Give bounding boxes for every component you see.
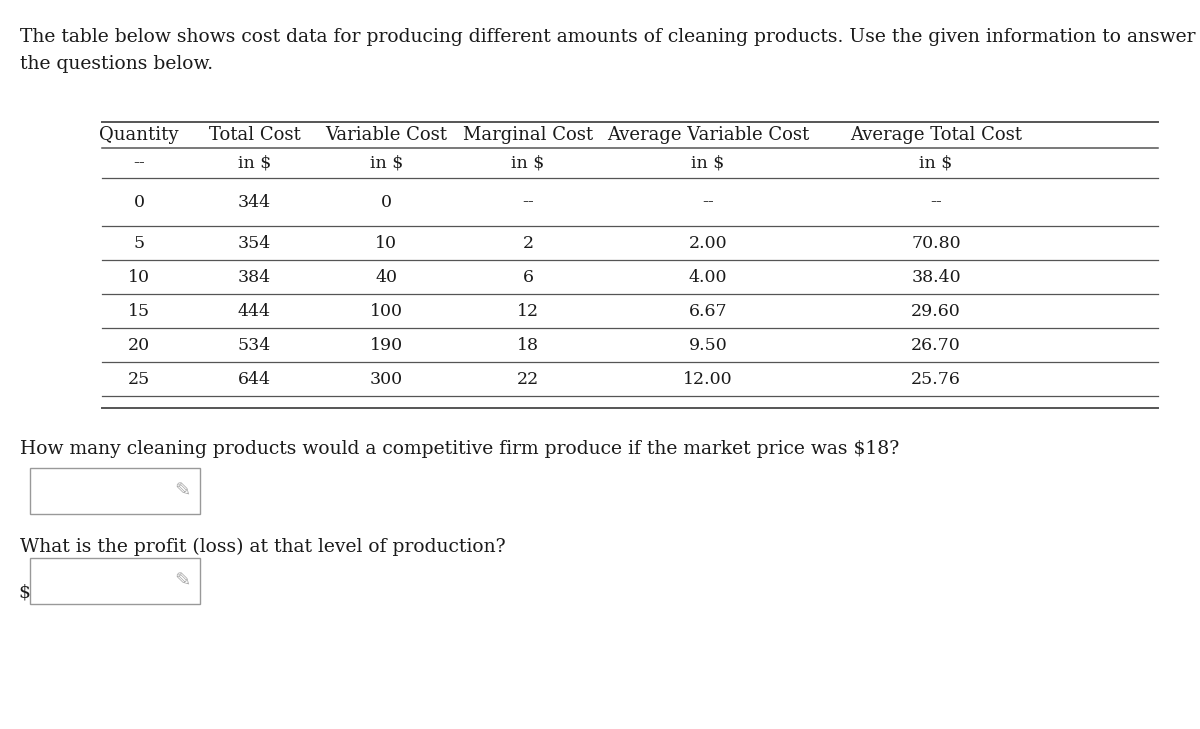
Text: 9.50: 9.50 (689, 337, 727, 354)
Text: 6.67: 6.67 (689, 303, 727, 319)
Text: What is the profit (loss) at that level of production?: What is the profit (loss) at that level … (20, 538, 505, 556)
Text: $: $ (18, 584, 30, 602)
Text: --: -- (702, 193, 714, 211)
Text: Total Cost: Total Cost (209, 126, 300, 144)
Text: 100: 100 (370, 303, 403, 319)
Text: Average Total Cost: Average Total Cost (850, 126, 1022, 144)
Text: the questions below.: the questions below. (20, 55, 214, 73)
Text: 25.76: 25.76 (911, 370, 961, 388)
Text: ✎: ✎ (174, 481, 190, 501)
Text: 6: 6 (522, 268, 534, 286)
Text: 20: 20 (128, 337, 150, 354)
Text: 18: 18 (517, 337, 539, 354)
Text: 70.80: 70.80 (911, 235, 961, 252)
Text: Average Variable Cost: Average Variable Cost (607, 126, 809, 144)
Text: 2: 2 (522, 235, 534, 252)
Text: in $: in $ (919, 155, 953, 171)
Text: in $: in $ (691, 155, 725, 171)
Text: 12.00: 12.00 (683, 370, 733, 388)
Text: Quantity: Quantity (100, 126, 179, 144)
Text: 10: 10 (376, 235, 397, 252)
Text: 10: 10 (128, 268, 150, 286)
Text: 384: 384 (238, 268, 271, 286)
Text: 444: 444 (238, 303, 271, 319)
Text: --: -- (133, 155, 145, 171)
Text: --: -- (522, 193, 534, 211)
Text: --: -- (930, 193, 942, 211)
Text: 15: 15 (128, 303, 150, 319)
Text: 0: 0 (380, 193, 392, 211)
Text: 2.00: 2.00 (689, 235, 727, 252)
Text: 22: 22 (517, 370, 539, 388)
Text: 29.60: 29.60 (911, 303, 961, 319)
Text: Variable Cost: Variable Cost (325, 126, 448, 144)
Text: Marginal Cost: Marginal Cost (463, 126, 593, 144)
Text: 534: 534 (238, 337, 271, 354)
Text: ✎: ✎ (174, 572, 190, 590)
Text: 40: 40 (376, 268, 397, 286)
Text: 12: 12 (517, 303, 539, 319)
Text: in $: in $ (238, 155, 271, 171)
Text: 26.70: 26.70 (911, 337, 961, 354)
Text: in $: in $ (511, 155, 545, 171)
Text: in $: in $ (370, 155, 403, 171)
FancyBboxPatch shape (30, 468, 200, 514)
Text: 300: 300 (370, 370, 403, 388)
Text: 354: 354 (238, 235, 271, 252)
Text: 0: 0 (133, 193, 145, 211)
Text: The table below shows cost data for producing different amounts of cleaning prod: The table below shows cost data for prod… (20, 28, 1195, 46)
Text: How many cleaning products would a competitive firm produce if the market price : How many cleaning products would a compe… (20, 440, 899, 458)
Text: 4.00: 4.00 (689, 268, 727, 286)
Text: 190: 190 (370, 337, 403, 354)
Text: 5: 5 (133, 235, 145, 252)
Text: 644: 644 (238, 370, 271, 388)
FancyBboxPatch shape (30, 558, 200, 604)
Text: 25: 25 (128, 370, 150, 388)
Text: 38.40: 38.40 (911, 268, 961, 286)
Text: 344: 344 (238, 193, 271, 211)
